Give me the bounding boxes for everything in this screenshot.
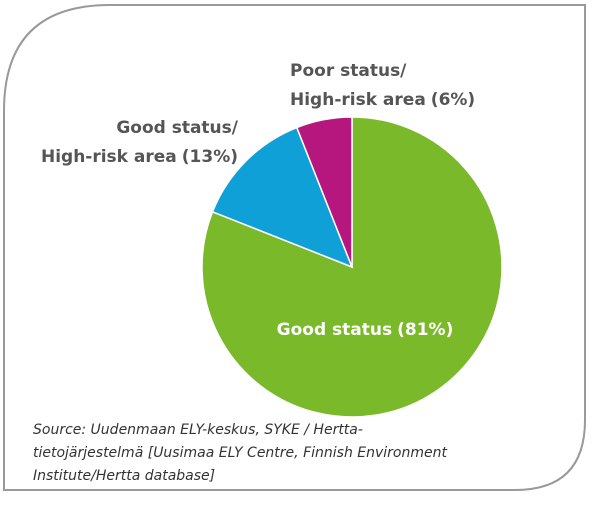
label-line: Good status [277, 320, 392, 340]
source-note: Source: Uudenmaan ELY-keskus, SYKE / Her… [33, 422, 363, 438]
source-note: tietojärjestelmä [Uusimaa ELY Centre, Fi… [33, 445, 447, 461]
slice-label: Good status (81%) [277, 320, 454, 340]
value-label: (81%) [397, 320, 453, 340]
slice-label: Poor status/High-risk area (6%) [290, 61, 475, 110]
source-note: Institute/Hertta database] [33, 468, 215, 484]
label-line: Good status/ [116, 118, 238, 138]
label-line: High-risk area [41, 147, 177, 167]
pie-slice [295, 116, 353, 268]
label-line: Poor status/ [290, 61, 407, 81]
label-line: High-risk area [290, 90, 426, 110]
value-label: (6%) [431, 90, 475, 110]
slice-label: Good status/High-risk area (13%) [41, 118, 239, 167]
pie-slice [211, 126, 354, 269]
value-label: (13%) [182, 147, 238, 167]
